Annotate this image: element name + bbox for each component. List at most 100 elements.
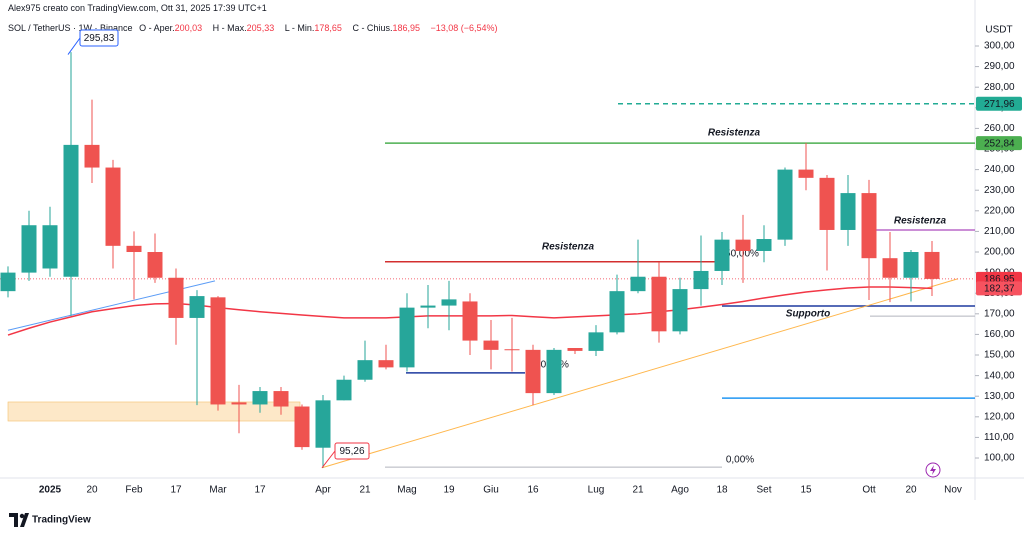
x-tick-label: 19 — [443, 485, 455, 496]
x-tick-label: 17 — [170, 485, 182, 496]
x-tick-label: Feb — [125, 485, 143, 496]
fib-label: 0,00% — [726, 455, 754, 466]
trendline — [7, 280, 216, 331]
callout-pointer — [67, 37, 81, 55]
candle-body — [189, 296, 205, 318]
x-tick-label: Apr — [315, 485, 331, 496]
credit: Alex975 creato con TradingView.com, Ott … — [8, 3, 267, 13]
candle-body — [0, 272, 16, 292]
candle-body — [567, 348, 583, 351]
candle-body — [210, 297, 226, 405]
callout-box — [334, 442, 370, 460]
y-tick-label: 130,00 — [984, 391, 1015, 402]
candle-body — [357, 360, 373, 380]
y-tick-label: 110,00 — [984, 432, 1014, 443]
candle-body — [336, 379, 352, 401]
candle-body — [924, 251, 940, 279]
candle-body — [861, 193, 877, 259]
callout-box — [79, 29, 119, 47]
y-tick-label: 200,00 — [984, 247, 1015, 258]
candle-body — [231, 402, 247, 405]
price-tag-label: 186,95 — [984, 274, 1015, 285]
ohlc-label: L - Min. — [284, 23, 315, 33]
ohlc: L - Min.178,65 — [285, 23, 346, 33]
candle-body — [399, 307, 415, 368]
candle-body — [483, 340, 499, 350]
alert-icon[interactable] — [925, 462, 941, 478]
candle-body — [693, 270, 709, 290]
x-tick-label: Set — [756, 485, 771, 496]
candle-body — [315, 400, 331, 448]
candle-body — [840, 193, 856, 230]
y-tick-label: 120,00 — [984, 411, 1015, 422]
candle-body — [630, 276, 646, 292]
candle-body — [756, 239, 772, 251]
callout-label: 295,83 — [84, 33, 115, 44]
callout-pointer — [321, 450, 336, 469]
y-tick-label: 290,00 — [984, 61, 1015, 72]
candle-body — [441, 299, 457, 306]
y-tick-label: 300,00 — [984, 41, 1015, 52]
level-label: Supporto — [786, 309, 830, 320]
candle-body — [546, 349, 562, 394]
candle-body — [714, 239, 730, 271]
x-tick-label: Ago — [671, 485, 689, 496]
candle-body — [651, 276, 667, 332]
fib-label: 50,00% — [725, 249, 759, 260]
ohlc-label: C - Chius. — [352, 23, 393, 33]
y-tick-label: 280,00 — [984, 82, 1015, 93]
price-tag — [976, 136, 1022, 151]
candle-body — [798, 169, 814, 178]
x-tick-label: 2025 — [39, 485, 62, 496]
level-label: Resistenza — [708, 128, 761, 139]
x-tick-label: Mar — [209, 485, 227, 496]
trendline — [321, 278, 959, 469]
candle-body — [462, 301, 478, 341]
x-tick-label: Ott — [862, 485, 876, 496]
candle-body — [21, 225, 37, 273]
price-tag-label: 252,84 — [984, 138, 1015, 149]
price-tag-label: 271,96 — [984, 99, 1015, 110]
y-tick-label: 100,00 — [984, 453, 1015, 464]
x-tick-label: 18 — [716, 485, 728, 496]
candle-body — [84, 144, 100, 168]
level-label: Resistenza — [894, 216, 947, 227]
ohlc-label: O - Aper. — [139, 23, 175, 33]
candle-body — [168, 277, 184, 318]
y-tick-label: 240,00 — [984, 164, 1015, 175]
candle-body — [42, 225, 58, 269]
symbol: SOL / TetherUS · 1W · Binance — [8, 23, 133, 33]
candle-body — [273, 391, 289, 407]
candle-body — [378, 360, 394, 368]
x-tick-label: 15 — [800, 485, 812, 496]
price-tag — [976, 96, 1022, 111]
x-tick-label: 21 — [632, 485, 644, 496]
candle-body — [420, 305, 436, 308]
candle-body — [609, 291, 625, 333]
candle-body — [903, 252, 919, 278]
ohlc-value: 186,95 — [392, 23, 420, 33]
candle-body — [63, 144, 79, 277]
level-label: Resistenza — [542, 242, 595, 253]
change: −13,08 (−6,54%) — [430, 23, 498, 33]
y-tick-label: 170,00 — [984, 308, 1015, 319]
ohlc-label: H - Max. — [212, 23, 247, 33]
x-tick-label: Giu — [483, 485, 499, 496]
price-tag-label: 182,37 — [984, 283, 1015, 294]
symbol-bar: SOL / TetherUS · 1W · Binance O - Aper. 2… — [8, 23, 502, 33]
y-tick-label: 150,00 — [984, 350, 1015, 361]
ohlc-value: 205,33 — [246, 23, 275, 33]
y-tick-label: 220,00 — [984, 205, 1015, 216]
candle-body — [672, 289, 688, 332]
alert-icon-bolt — [930, 465, 936, 475]
y-tick-label: 260,00 — [984, 123, 1015, 134]
y-unit: USDT — [985, 25, 1012, 36]
x-tick-label: Lug — [588, 485, 605, 496]
x-tick-label: 20 — [905, 485, 917, 496]
x-tick-label: Nov — [944, 485, 962, 496]
candle-body — [777, 169, 793, 240]
candle-body — [819, 177, 835, 230]
y-tick-label: 210,00 — [984, 226, 1015, 237]
